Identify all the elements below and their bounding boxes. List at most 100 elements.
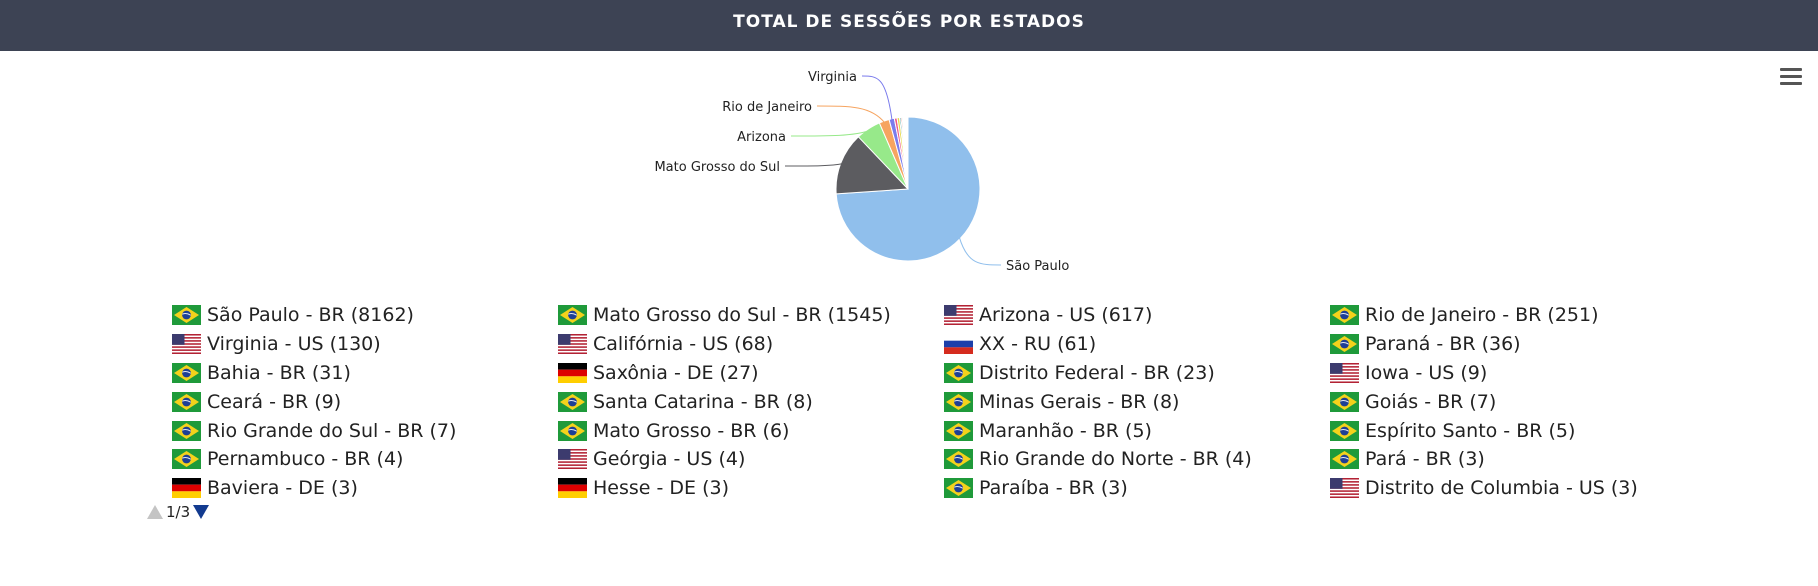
legend-item[interactable]: Iowa - US (9) — [1330, 359, 1716, 388]
legend-item[interactable]: Saxônia - DE (27) — [558, 359, 944, 388]
legend-item[interactable]: Baviera - DE (3) — [172, 474, 558, 503]
brazil-flag-icon — [1330, 449, 1365, 470]
legend-item[interactable]: Virginia - US (130) — [172, 330, 558, 359]
usa-flag-icon — [944, 305, 979, 326]
pie-connector-line — [790, 130, 870, 137]
brazil-flag-icon — [172, 391, 207, 412]
brazil-flag-icon — [1330, 334, 1365, 355]
legend-label: Rio de Janeiro - BR (251) — [1365, 304, 1599, 327]
legend-label: Mato Grosso - BR (6) — [593, 419, 790, 442]
legend-label: Baviera - DE (3) — [207, 477, 358, 500]
legend-item[interactable]: Mato Grosso - BR (6) — [558, 416, 944, 445]
brazil-flag-icon — [558, 305, 593, 326]
legend-label: Hesse - DE (3) — [593, 477, 729, 500]
legend-item[interactable]: Mato Grosso do Sul - BR (1545) — [558, 301, 944, 330]
legend-item[interactable]: Califórnia - US (68) — [558, 330, 944, 359]
brazil-flag-icon — [944, 420, 979, 441]
pager-up-arrow-icon[interactable] — [147, 505, 163, 519]
legend-label: Minas Gerais - BR (8) — [979, 390, 1180, 413]
pie-chart: São Paulo Mato Grosso do Sul Arizona Rio de… — [654, 70, 1069, 274]
legend-pager: 1/3 — [147, 503, 210, 521]
legend-label: Mato Grosso do Sul - BR (1545) — [593, 304, 891, 327]
legend-label: Pernambuco - BR (4) — [207, 448, 404, 471]
usa-flag-icon — [558, 449, 593, 470]
russia-flag-icon — [944, 334, 979, 355]
legend-item[interactable]: Rio Grande do Sul - BR (7) — [172, 416, 558, 445]
brazil-flag-icon — [172, 362, 207, 383]
legend-item[interactable]: Santa Catarina - BR (8) — [558, 387, 944, 416]
legend-label: Distrito Federal - BR (23) — [979, 361, 1215, 384]
pie-data-label: São Paulo — [1006, 259, 1069, 274]
pie-data-label: Arizona — [737, 130, 786, 145]
brazil-flag-icon — [944, 478, 979, 499]
legend-label: Virginia - US (130) — [207, 333, 381, 356]
pie-data-label: Rio de Janeiro — [722, 100, 812, 115]
germany-flag-icon — [558, 478, 593, 499]
legend-label: XX - RU (61) — [979, 333, 1097, 356]
legend-label: Paraíba - BR (3) — [979, 477, 1128, 500]
legend-item[interactable]: Paraíba - BR (3) — [944, 474, 1330, 503]
legend-label: Espírito Santo - BR (5) — [1365, 419, 1576, 442]
legend-item[interactable]: XX - RU (61) — [944, 330, 1330, 359]
pie-slice[interactable] — [835, 136, 910, 195]
pie-connector-line — [784, 163, 843, 167]
brazil-flag-icon — [172, 305, 207, 326]
legend-label: Ceará - BR (9) — [207, 390, 342, 413]
legend-item[interactable]: Rio de Janeiro - BR (251) — [1330, 301, 1716, 330]
legend-label: Geórgia - US (4) — [593, 448, 746, 471]
legend-label: Maranhão - BR (5) — [979, 419, 1152, 442]
legend-item[interactable]: Pará - BR (3) — [1330, 445, 1716, 474]
legend-label: Califórnia - US (68) — [593, 333, 774, 356]
brazil-flag-icon — [558, 391, 593, 412]
brazil-flag-icon — [1330, 391, 1365, 412]
brazil-flag-icon — [172, 449, 207, 470]
usa-flag-icon — [558, 334, 593, 355]
hamburger-menu-icon[interactable] — [1780, 68, 1802, 88]
legend-label: Rio Grande do Norte - BR (4) — [979, 448, 1252, 471]
chart-title: TOTAL DE SESSÕES POR ESTADOS — [733, 12, 1085, 32]
legend-label: São Paulo - BR (8162) — [207, 304, 414, 327]
pager-text: 1/3 — [166, 503, 191, 521]
legend-item[interactable]: Minas Gerais - BR (8) — [944, 387, 1330, 416]
legend-item[interactable]: Geórgia - US (4) — [558, 445, 944, 474]
pie-data-label: Mato Grosso do Sul — [654, 160, 780, 175]
legend-label: Arizona - US (617) — [979, 304, 1153, 327]
usa-flag-icon — [1330, 362, 1365, 383]
legend-label: Saxônia - DE (27) — [593, 361, 759, 384]
pie-connector-line — [861, 75, 893, 121]
legend-item[interactable]: Rio Grande do Norte - BR (4) — [944, 445, 1330, 474]
legend-item[interactable]: Goiás - BR (7) — [1330, 387, 1716, 416]
legend-label: Paraná - BR (36) — [1365, 333, 1521, 356]
legend-item[interactable]: Espírito Santo - BR (5) — [1330, 416, 1716, 445]
legend-label: Distrito de Columbia - US (3) — [1365, 477, 1638, 500]
legend-item[interactable]: Hesse - DE (3) — [558, 474, 944, 503]
brazil-flag-icon — [172, 420, 207, 441]
legend-label: Goiás - BR (7) — [1365, 390, 1497, 413]
legend-item[interactable]: Bahia - BR (31) — [172, 359, 558, 388]
legend-item[interactable]: Paraná - BR (36) — [1330, 330, 1716, 359]
legend-label: Bahia - BR (31) — [207, 361, 351, 384]
usa-flag-icon — [172, 334, 207, 355]
legend-item[interactable]: São Paulo - BR (8162) — [172, 301, 558, 330]
legend-item[interactable]: Ceará - BR (9) — [172, 387, 558, 416]
legend-label: Rio Grande do Sul - BR (7) — [207, 419, 457, 442]
legend-item[interactable]: Distrito Federal - BR (23) — [944, 359, 1330, 388]
pager-down-arrow-icon[interactable] — [193, 505, 210, 519]
germany-flag-icon — [558, 362, 593, 383]
brazil-flag-icon — [944, 362, 979, 383]
pie-connector-line — [958, 236, 1002, 266]
legend-label: Santa Catarina - BR (8) — [593, 390, 813, 413]
legend-item[interactable]: Arizona - US (617) — [944, 301, 1330, 330]
legend-item[interactable]: Distrito de Columbia - US (3) — [1330, 474, 1716, 503]
legend-item[interactable]: Pernambuco - BR (4) — [172, 445, 558, 474]
pie-connector-line — [816, 105, 886, 124]
chart-legend: São Paulo - BR (8162) Mato Grosso do Sul … — [172, 301, 1716, 503]
usa-flag-icon — [1330, 478, 1365, 499]
brazil-flag-icon — [558, 420, 593, 441]
brazil-flag-icon — [1330, 420, 1365, 441]
legend-item[interactable]: Maranhão - BR (5) — [944, 416, 1330, 445]
legend-label: Iowa - US (9) — [1365, 361, 1488, 384]
brazil-flag-icon — [944, 391, 979, 412]
brazil-flag-icon — [944, 449, 979, 470]
pie-data-label: Virginia — [808, 70, 857, 85]
